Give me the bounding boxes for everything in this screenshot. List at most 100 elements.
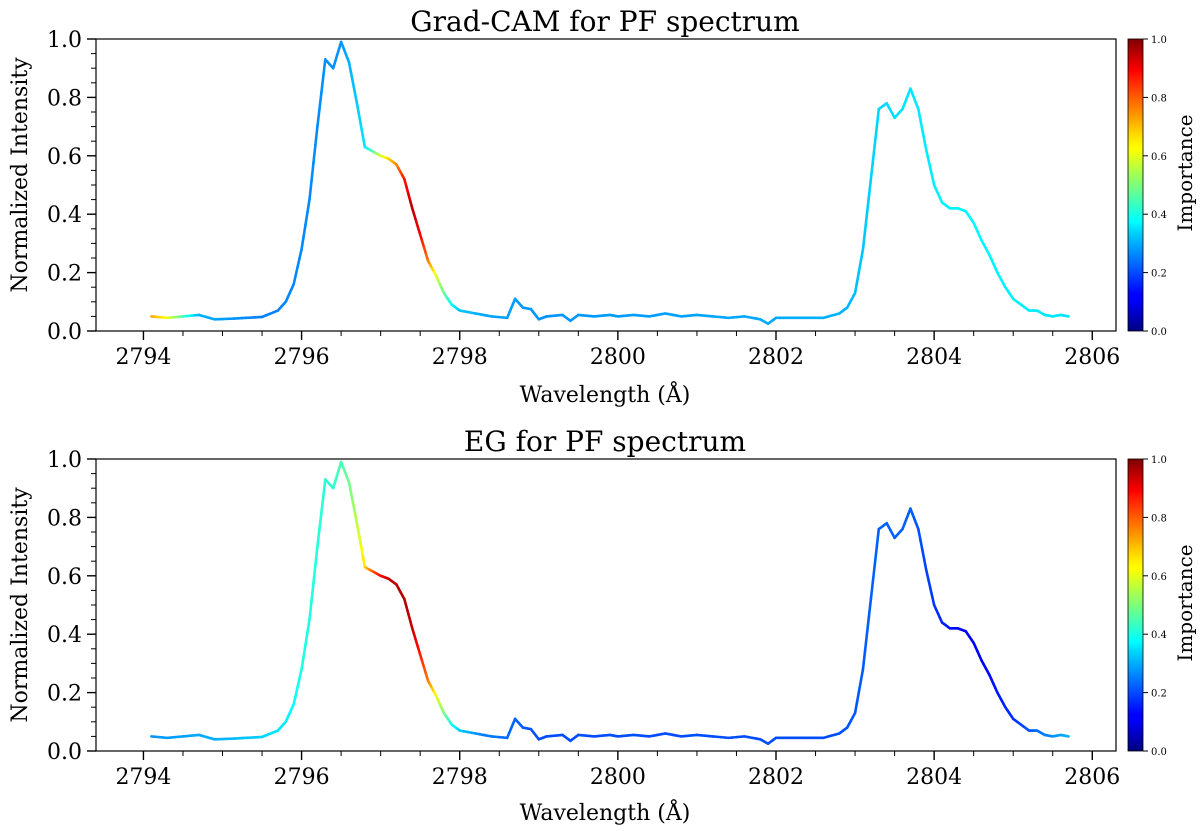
spectrum-segment bbox=[871, 142, 877, 163]
spectrum-segment bbox=[359, 543, 365, 558]
spectrum-segment bbox=[359, 123, 365, 138]
spectrum-segment bbox=[853, 700, 859, 715]
spectrum-segment bbox=[353, 91, 359, 105]
spectrum-segment bbox=[351, 501, 357, 515]
x-tick-labels: 2794 2796 2798 2800 2802 2804 2806 bbox=[115, 765, 1120, 790]
x-tick-label: 2806 bbox=[1064, 345, 1120, 370]
spectrum-segment bbox=[347, 61, 353, 74]
spectrum-segment bbox=[294, 685, 299, 697]
spectrum-segment bbox=[296, 256, 301, 269]
spectrum-segment bbox=[926, 577, 932, 589]
spectrum-segment bbox=[351, 81, 357, 95]
spectrum-segment bbox=[296, 676, 301, 689]
colorbar-tick-label: 0.8 bbox=[1151, 513, 1167, 524]
x-ticks bbox=[142, 331, 1093, 340]
spectrum-segment bbox=[302, 643, 307, 659]
spectrum-segment bbox=[859, 247, 865, 262]
spectrum-segment bbox=[353, 511, 359, 525]
colorbar-tick-label: 0.6 bbox=[1151, 572, 1167, 583]
spectrum-segment bbox=[316, 108, 321, 128]
spectrum-segment bbox=[304, 630, 309, 646]
plot-frame bbox=[95, 458, 1117, 752]
colorbar-ticks: 0.0 0.2 0.4 0.6 0.8 1.0 bbox=[1143, 35, 1167, 338]
y-tick-labels: 0.0 0.2 0.4 0.6 0.8 1.0 bbox=[47, 28, 82, 345]
spectrum-segment bbox=[292, 694, 297, 706]
spectrum-segment bbox=[298, 667, 303, 680]
colorbar-tick-label: 0.4 bbox=[1151, 630, 1167, 641]
spectrum-segment bbox=[357, 532, 363, 547]
spectrum-segment bbox=[920, 548, 926, 562]
spectrum-segment bbox=[306, 618, 311, 634]
spectrum-segment bbox=[304, 210, 309, 226]
spectrum-segment bbox=[318, 91, 323, 112]
spectrum-line bbox=[150, 40, 1070, 326]
colorbar-label: Importance bbox=[1173, 114, 1197, 231]
spectrum-segment bbox=[924, 148, 930, 161]
y-ticks bbox=[87, 458, 96, 752]
spectrum-segment bbox=[357, 112, 363, 127]
spectrum-segment bbox=[873, 125, 879, 146]
chart-title: Grad-CAM for PF spectrum bbox=[410, 5, 799, 38]
spectrum-segment bbox=[926, 157, 932, 169]
colorbar-tick-label: 1.0 bbox=[1151, 35, 1167, 46]
colorbar-tick-label: 0.6 bbox=[1151, 152, 1167, 163]
x-axis-label: Wavelength (Å) bbox=[520, 798, 691, 826]
colorbar-gradient bbox=[1127, 458, 1144, 752]
spectrum-segment bbox=[310, 581, 315, 603]
y-tick-label: 0.4 bbox=[47, 203, 82, 228]
chart-title: EG for PF spectrum bbox=[464, 425, 746, 458]
colorbar-tick-label: 0.2 bbox=[1151, 269, 1167, 280]
spectrum-segment bbox=[919, 537, 924, 551]
y-tick-label: 0.2 bbox=[47, 262, 82, 287]
spectrum-segment bbox=[314, 125, 319, 147]
spectrum-segment bbox=[919, 118, 924, 131]
spectrum-segment bbox=[928, 586, 934, 598]
spectrum-segment bbox=[308, 180, 313, 201]
spectrum-segment bbox=[857, 678, 863, 693]
spectrum-segment bbox=[310, 161, 315, 183]
spectrum-segment bbox=[865, 195, 871, 216]
plot-frame bbox=[95, 38, 1117, 332]
spectrum-segment bbox=[292, 274, 297, 286]
spectrum-segment bbox=[865, 615, 871, 636]
y-tick-label: 0.8 bbox=[47, 506, 82, 531]
spectrum-segment bbox=[322, 478, 327, 498]
y-tick-label: 1.0 bbox=[47, 448, 82, 473]
spectrum-line bbox=[150, 460, 1070, 746]
x-tick-label: 2800 bbox=[590, 765, 646, 790]
x-tick-label: 2798 bbox=[432, 765, 488, 790]
spectrum-segment bbox=[853, 280, 859, 295]
spectrum-segment bbox=[873, 545, 879, 566]
y-tick-label: 0.6 bbox=[47, 565, 82, 590]
spectrum-segment bbox=[320, 74, 325, 95]
y-axis-label: Normalized Intensity bbox=[8, 487, 33, 723]
spectrum-segment bbox=[306, 198, 311, 214]
spectrum-segment bbox=[863, 212, 869, 234]
spectrum-segment bbox=[355, 521, 361, 536]
spectrum-segment bbox=[924, 568, 930, 581]
spectrum-segment bbox=[930, 174, 936, 187]
y-tick-labels: 0.0 0.2 0.4 0.6 0.8 1.0 bbox=[47, 448, 82, 765]
x-tick-label: 2798 bbox=[432, 345, 488, 370]
colorbar-tick-label: 1.0 bbox=[1151, 455, 1167, 466]
spectrum-segment bbox=[355, 101, 361, 116]
spectrum-segment bbox=[322, 58, 327, 78]
spectrum-segment bbox=[298, 247, 303, 260]
colorbar-label: Importance bbox=[1173, 544, 1197, 661]
spectrum-segment bbox=[875, 107, 881, 128]
spectrum-segment bbox=[312, 143, 317, 165]
spectrum-segment bbox=[922, 558, 928, 572]
y-tick-label: 1.0 bbox=[47, 28, 82, 53]
x-tick-label: 2802 bbox=[748, 345, 804, 370]
spectrum-segment bbox=[861, 650, 867, 671]
x-tick-label: 2806 bbox=[1064, 765, 1120, 790]
spectrum-segment bbox=[863, 632, 869, 654]
spectrum-segment bbox=[928, 166, 934, 178]
spectrum-segment bbox=[314, 545, 319, 567]
chart-panel-gradcam: Grad-CAM for PF spectrum 2794 2796 2798 … bbox=[8, 5, 1197, 408]
spectrum-segment bbox=[861, 230, 867, 251]
spectrum-segment bbox=[855, 689, 861, 704]
chart-panel-eg: EG for PF spectrum 2794 2796 2798 2800 2… bbox=[8, 425, 1197, 826]
x-ticks bbox=[142, 751, 1093, 760]
